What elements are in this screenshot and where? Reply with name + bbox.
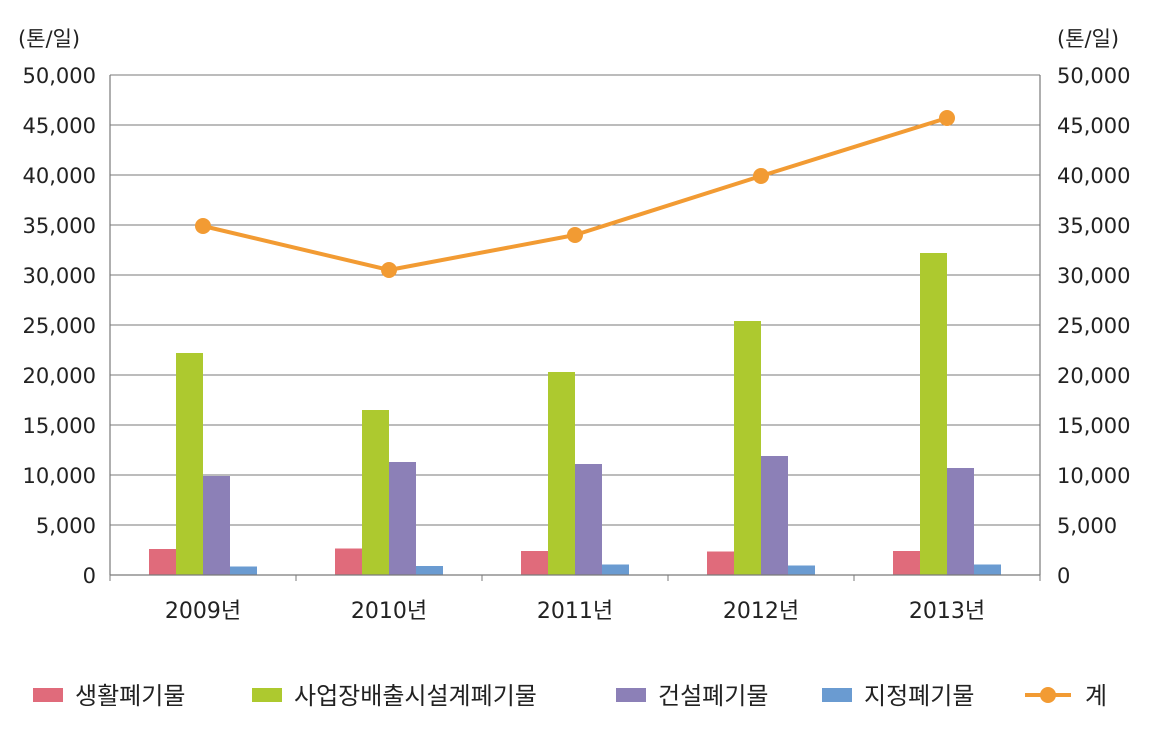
- bar-3: [575, 464, 602, 575]
- bar-1: [521, 551, 548, 575]
- legend-swatch: [252, 688, 282, 702]
- y-tick-label-right: 25,000: [1057, 314, 1130, 338]
- right-axis-unit: (톤/일): [1057, 27, 1119, 51]
- bar-2: [734, 321, 761, 575]
- y-tick-label-right: 40,000: [1057, 164, 1130, 188]
- legend-line-marker: [1040, 687, 1056, 703]
- y-tick-label-left: 30,000: [23, 264, 96, 288]
- bar-3: [947, 468, 974, 575]
- y-tick-label-right: 0: [1057, 564, 1070, 588]
- total-point: [567, 227, 583, 243]
- y-tick-label-right: 15,000: [1057, 414, 1130, 438]
- y-tick-label-right: 5,000: [1057, 514, 1117, 538]
- legend-swatch: [33, 688, 63, 702]
- x-category-label: 2009년: [165, 599, 241, 624]
- legend-label: 건설폐기물: [658, 682, 768, 710]
- x-category-label: 2013년: [909, 599, 985, 624]
- y-tick-label-right: 45,000: [1057, 114, 1130, 138]
- bar-2: [362, 410, 389, 575]
- total-point: [753, 168, 769, 184]
- bar-1: [335, 548, 362, 575]
- x-category-label: 2010년: [351, 599, 427, 624]
- bar-3: [203, 476, 230, 575]
- bar-3: [761, 456, 788, 575]
- y-tick-label-left: 5,000: [36, 514, 96, 538]
- x-category-label: 2011년: [537, 599, 613, 624]
- y-tick-label-right: 35,000: [1057, 214, 1130, 238]
- legend-label: 지정폐기물: [864, 682, 974, 710]
- bar-2: [176, 353, 203, 575]
- y-tick-label-left: 40,000: [23, 164, 96, 188]
- legend-swatch: [616, 688, 646, 702]
- bar-3: [389, 462, 416, 575]
- total-line-series: [195, 110, 955, 278]
- bar-1: [893, 551, 920, 575]
- total-line: [202, 116, 948, 272]
- bars: [149, 253, 1001, 575]
- bar-4: [230, 566, 257, 575]
- y-tick-label-right: 10,000: [1057, 464, 1130, 488]
- y-tick-label-right: 30,000: [1057, 264, 1130, 288]
- bar-4: [602, 564, 629, 575]
- left-axis-unit: (톤/일): [18, 27, 80, 51]
- y-tick-label-left: 45,000: [23, 114, 96, 138]
- y-tick-label-left: 35,000: [23, 214, 96, 238]
- bar-2: [548, 372, 575, 575]
- bar-2: [920, 253, 947, 575]
- legend: 생활폐기물 사업장배출시설계폐기물 건설폐기물 지정폐기물 계: [33, 682, 1107, 710]
- total-point: [939, 110, 955, 126]
- y-tick-label-left: 15,000: [23, 414, 96, 438]
- legend-swatch: [822, 688, 852, 702]
- legend-label: 계: [1085, 682, 1107, 710]
- axes: 0 5,000 10,000 15,000 20,000 25,000 30,000 35,0…: [23, 64, 1131, 624]
- total-point: [195, 218, 211, 234]
- y-tick-label-left: 25,000: [23, 314, 96, 338]
- bar-4: [416, 566, 443, 575]
- y-tick-label-right: 20,000: [1057, 364, 1130, 388]
- bar-1: [707, 551, 734, 575]
- bar-1: [149, 549, 176, 575]
- y-tick-label-left: 10,000: [23, 464, 96, 488]
- bar-4: [788, 565, 815, 575]
- legend-label: 사업장배출시설계폐기물: [294, 682, 537, 710]
- y-tick-label-left: 0: [83, 564, 96, 588]
- x-category-label: 2012년: [723, 599, 799, 624]
- y-tick-label-left: 50,000: [23, 64, 96, 88]
- legend-label: 생활폐기물: [75, 682, 185, 710]
- bar-4: [974, 564, 1001, 575]
- y-tick-label-right: 50,000: [1057, 64, 1130, 88]
- total-point: [381, 262, 397, 278]
- y-tick-label-left: 20,000: [23, 364, 96, 388]
